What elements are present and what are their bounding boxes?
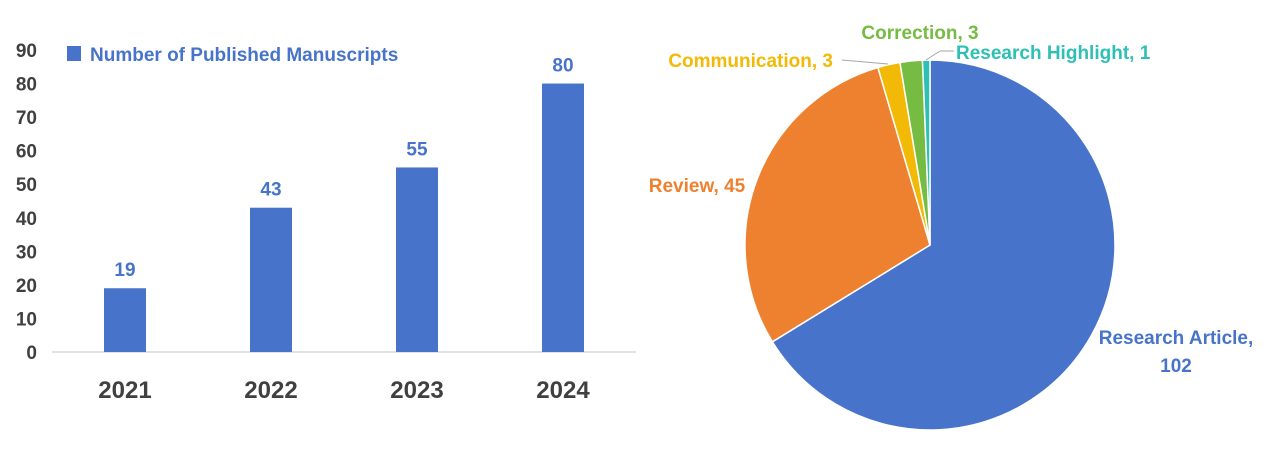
y-tick-label: 0 bbox=[26, 343, 37, 364]
leader-line-highlight-2 bbox=[925, 50, 941, 61]
label-review: Review, 45 bbox=[649, 176, 746, 197]
slice-review bbox=[744, 66, 931, 343]
y-axis-ticks: 0 10 20 30 40 50 60 70 80 90 bbox=[16, 41, 37, 364]
y-tick-label: 40 bbox=[16, 209, 37, 230]
y-tick-label: 50 bbox=[16, 175, 37, 196]
legend-label: Number of Published Manuscripts bbox=[90, 45, 398, 66]
slice-research-article bbox=[771, 59, 1116, 431]
label-research-article: Research Article, bbox=[1099, 328, 1254, 349]
y-tick-label: 30 bbox=[16, 242, 37, 263]
bars: 19 2021 43 2022 55 2023 80 2024 bbox=[98, 56, 590, 404]
bar-2021 bbox=[104, 288, 146, 352]
x-tick-label-2022: 2022 bbox=[244, 377, 297, 404]
label-communication: Communication, 3 bbox=[668, 51, 833, 72]
pie-slices bbox=[744, 59, 1116, 431]
label-correction: Correction, 3 bbox=[861, 23, 978, 44]
data-label-2022: 43 bbox=[260, 180, 281, 201]
bar-chart: 0 10 20 30 40 50 60 70 80 90 19 2021 43 2022 55 2023 80… bbox=[16, 41, 636, 404]
label-research-highlight: Research Highlight, 1 bbox=[956, 43, 1151, 64]
y-tick-label: 80 bbox=[16, 75, 37, 96]
legend-swatch bbox=[67, 46, 81, 61]
label-research-article-value: 102 bbox=[1160, 356, 1192, 377]
bar-2024 bbox=[542, 83, 584, 353]
x-tick-label-2021: 2021 bbox=[98, 377, 151, 404]
y-tick-label: 10 bbox=[16, 309, 37, 330]
y-tick-label: 20 bbox=[16, 276, 37, 297]
data-label-2024: 80 bbox=[552, 56, 573, 77]
y-tick-label: 70 bbox=[16, 108, 37, 129]
bar-2022 bbox=[250, 207, 292, 352]
x-tick-label-2023: 2023 bbox=[390, 377, 443, 404]
pie-chart: Research Article, 102 Review, 45 Communi… bbox=[649, 23, 1254, 431]
bar-2023 bbox=[396, 167, 438, 352]
data-label-2021: 19 bbox=[114, 260, 135, 281]
x-tick-label-2024: 2024 bbox=[536, 377, 590, 404]
data-label-2023: 55 bbox=[406, 139, 428, 160]
y-tick-label: 60 bbox=[16, 142, 37, 163]
y-tick-label: 90 bbox=[16, 41, 37, 62]
leader-line-communication bbox=[841, 59, 889, 65]
